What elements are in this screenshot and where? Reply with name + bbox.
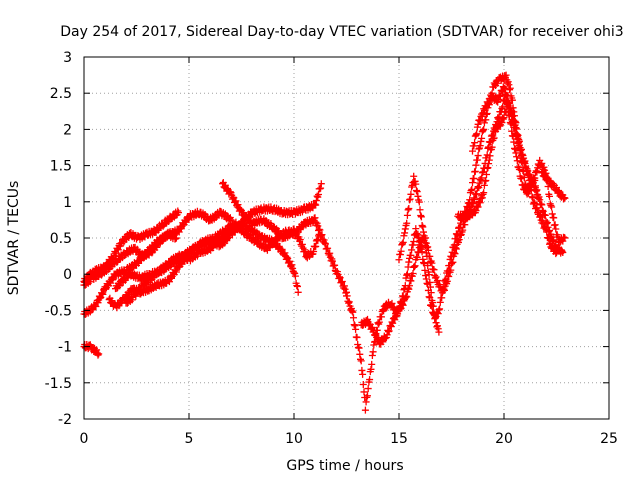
y-tick-label: 0: [63, 267, 72, 283]
x-tick-label: 15: [390, 431, 408, 447]
x-axis-label: GPS time / hours: [286, 458, 403, 474]
x-tick-label: 5: [185, 431, 194, 447]
series-arc-7: [219, 179, 323, 262]
series-arc-13: [538, 168, 569, 203]
y-tick-label: 1: [63, 195, 72, 211]
y-tick-label: -1.5: [45, 376, 72, 392]
series-markers: [219, 179, 323, 262]
y-tick-label: 2.5: [50, 86, 72, 102]
x-tick-label: 0: [80, 431, 89, 447]
y-tick-label: 2: [63, 122, 72, 138]
y-axis-ticks: -2 -1.5 -1 -0.5 0 0.5 1 1.5 2 2.5 3: [45, 50, 609, 428]
x-axis-ticks: 0 5 10 15 20 25: [80, 57, 618, 447]
y-tick-label: 3: [63, 50, 72, 66]
series-arc-6: [122, 218, 302, 307]
data-points: [80, 71, 569, 414]
series-markers: [469, 83, 542, 199]
x-tick-label: 10: [285, 431, 303, 447]
y-tick-label: 0.5: [50, 231, 72, 247]
series-arc-14: [469, 83, 542, 199]
series-markers: [454, 98, 560, 258]
y-tick-label: -2: [58, 412, 72, 428]
chart-title: Day 254 of 2017, Sidereal Day-to-day VTE…: [60, 24, 623, 40]
series-markers: [122, 218, 302, 307]
y-tick-label: -0.5: [45, 303, 72, 319]
x-tick-label: 20: [495, 431, 513, 447]
y-axis-label: SDTVAR / TECUs: [6, 181, 22, 296]
series-arc-12: [454, 98, 560, 258]
y-tick-label: 1.5: [50, 159, 72, 175]
series-markers: [538, 168, 569, 203]
x-tick-label: 25: [600, 431, 618, 447]
y-tick-label: -1: [58, 340, 72, 356]
